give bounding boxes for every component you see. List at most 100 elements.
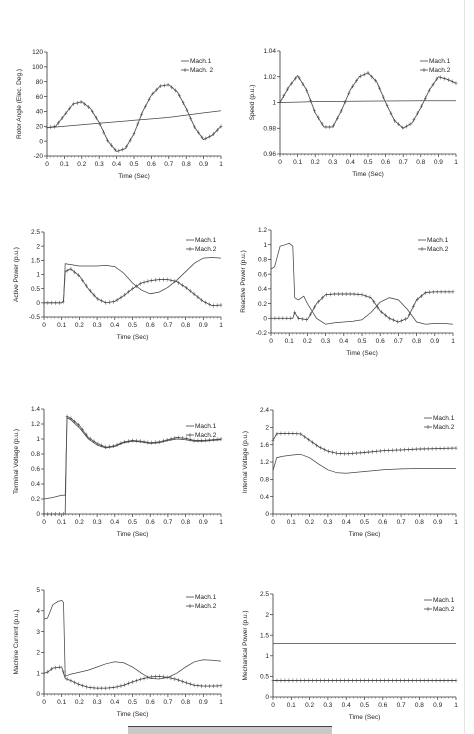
series-marker: [173, 279, 177, 284]
series-marker: [189, 116, 193, 121]
y-tick-label: 1.2: [31, 421, 40, 428]
series-marker: [321, 295, 324, 300]
series-marker: [381, 95, 385, 100]
series-marker: [161, 277, 165, 282]
series-marker: [155, 87, 159, 92]
y-axis-label: Active Power (p.u.): [13, 247, 20, 302]
x-axis-label: Time (Sec): [118, 173, 150, 180]
legend-label: Mach.1: [429, 58, 451, 65]
y-tick-label: 0: [36, 300, 40, 307]
series-line-1: [46, 110, 222, 129]
y-axis-label: Machine Current (p.u.): [13, 609, 20, 674]
x-tick-label: 0.1: [57, 519, 66, 526]
series-marker: [109, 143, 113, 148]
series-marker: [100, 443, 104, 448]
y-tick-label: 0.96: [263, 151, 276, 158]
legend-marker: [426, 425, 430, 429]
x-tick-label: 0.4: [342, 519, 351, 526]
series-marker: [385, 103, 389, 108]
series-marker: [374, 78, 378, 83]
series-marker: [430, 678, 434, 683]
series-marker: [81, 683, 84, 688]
y-tick-label: 1.4: [31, 406, 40, 413]
x-tick-label: 0.8: [415, 702, 424, 709]
series-marker: [446, 446, 450, 451]
series-marker: [219, 683, 223, 688]
series-marker: [359, 450, 362, 455]
series-marker: [104, 445, 107, 450]
series-marker: [340, 292, 344, 297]
series-marker: [69, 678, 73, 683]
series-marker: [406, 678, 410, 683]
series-marker: [305, 88, 309, 93]
series-marker: [100, 686, 104, 691]
series-marker: [331, 678, 335, 683]
series-marker: [379, 678, 382, 683]
y-tick-label: 2.5: [31, 229, 40, 236]
x-tick-label: 0.9: [434, 159, 443, 166]
series-marker: [363, 678, 366, 683]
series-marker: [434, 678, 438, 683]
x-tick-label: 0.6: [378, 519, 387, 526]
series-marker: [348, 292, 352, 297]
series-marker: [72, 101, 75, 106]
series-marker: [390, 448, 394, 453]
series-marker: [443, 289, 447, 294]
series-marker: [287, 678, 291, 683]
series-marker: [81, 427, 84, 432]
series-marker: [84, 684, 88, 689]
series-marker: [90, 109, 94, 114]
series-line-1: [43, 599, 222, 680]
series-marker: [426, 678, 430, 683]
x-axis-label: Time (Sec): [117, 711, 149, 718]
y-tick-label: 0: [36, 691, 40, 698]
series-marker: [73, 270, 77, 275]
series-marker: [442, 678, 446, 683]
x-tick-label: 0.2: [311, 159, 320, 166]
series-marker: [423, 290, 427, 295]
series-marker: [392, 318, 396, 323]
series-marker: [128, 138, 132, 143]
series-marker: [150, 674, 154, 679]
series-marker: [154, 440, 157, 445]
x-tick-label: 0.5: [357, 338, 366, 345]
x-tick-label: 0.8: [415, 519, 424, 526]
series-marker: [291, 678, 295, 683]
series-marker: [215, 303, 219, 308]
x-tick-label: 0: [269, 338, 273, 345]
x-tick-label: 0.3: [93, 699, 102, 706]
x-tick-label: 0.8: [181, 519, 190, 526]
series-marker: [283, 678, 287, 683]
series-marker: [57, 665, 61, 670]
x-tick-label: 1: [454, 702, 458, 709]
series-marker: [181, 435, 184, 440]
series-marker: [45, 125, 49, 130]
y-tick-label: 80: [36, 79, 44, 86]
series-marker: [400, 318, 403, 323]
x-tick-label: 0.3: [93, 322, 102, 329]
series-marker: [193, 124, 196, 129]
legend-label: Mach.1: [433, 415, 455, 422]
series-marker: [316, 115, 320, 120]
series-marker: [347, 451, 350, 456]
series-marker: [313, 305, 316, 310]
legend-label: Mach.2: [429, 67, 451, 74]
y-tick-label: 0.98: [263, 125, 276, 132]
series-marker: [42, 671, 46, 676]
series-marker: [147, 97, 151, 102]
series-marker: [61, 299, 65, 304]
series-marker: [161, 438, 165, 443]
series-marker: [61, 669, 65, 674]
chart-8: 0 0.1 0.2 0.3 0.4 0.5 0.6 0.7 0.8 0.9 1 2.5 2 1.5 1 0.5…: [242, 591, 458, 721]
x-tick-label: 0.6: [146, 519, 155, 526]
x-tick-label: 0.3: [93, 519, 102, 526]
series-marker: [285, 316, 289, 321]
series-marker: [117, 148, 121, 153]
series-marker: [56, 120, 60, 125]
series-marker: [119, 683, 123, 688]
x-tick-label: 0.2: [303, 338, 312, 345]
series-marker: [311, 440, 315, 445]
series-marker: [386, 678, 390, 683]
series-marker: [362, 72, 366, 77]
series-marker: [166, 82, 170, 87]
